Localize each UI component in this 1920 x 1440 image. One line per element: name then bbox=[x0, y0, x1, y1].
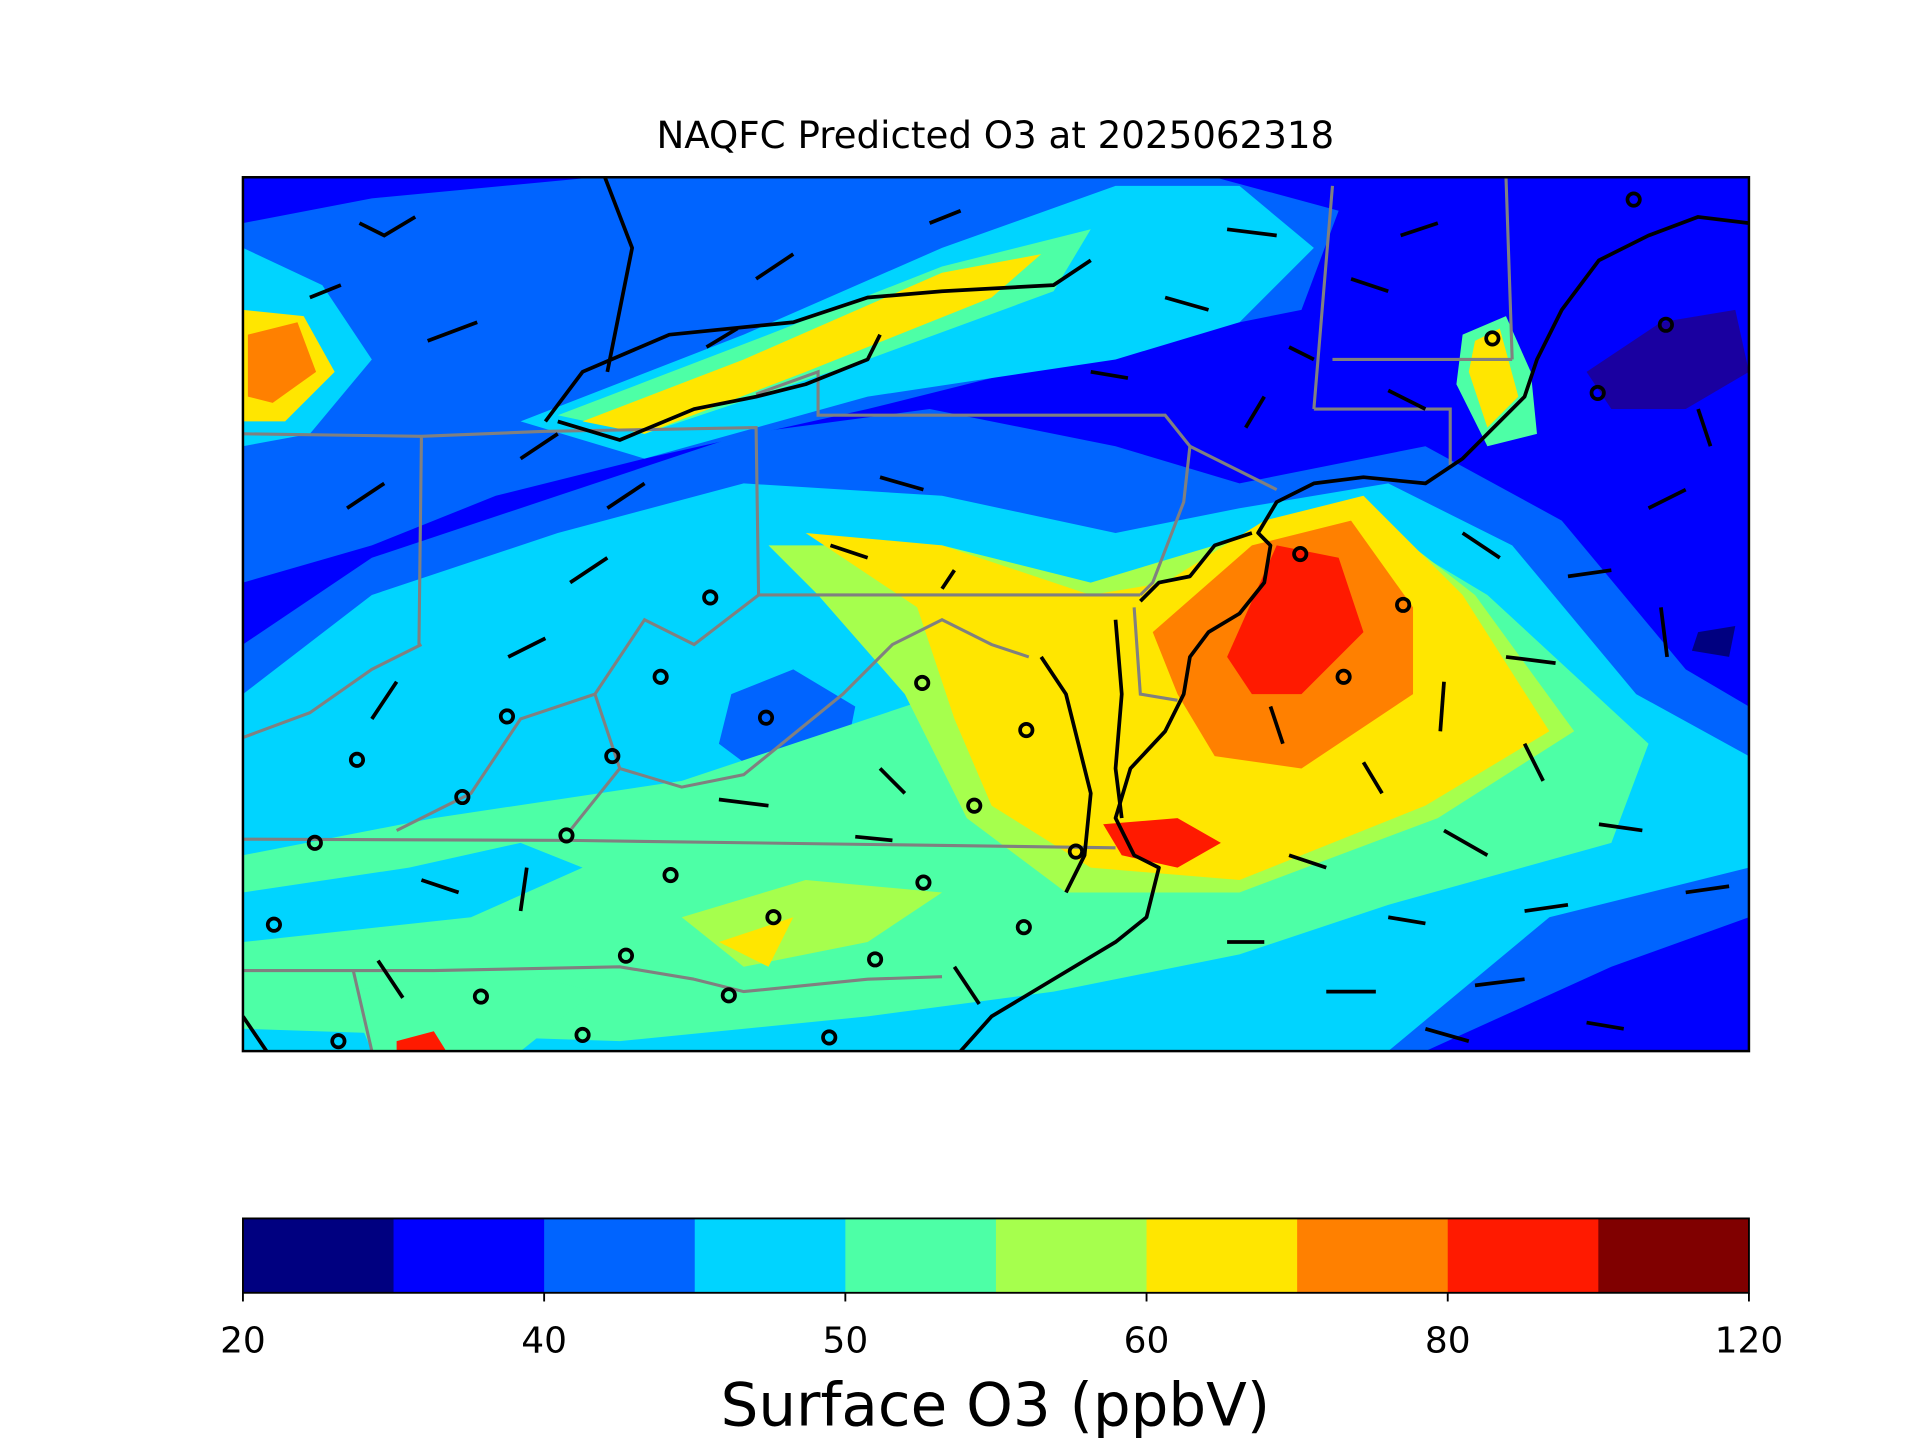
colorbar-segment bbox=[242, 1218, 395, 1293]
colorbar-segment bbox=[544, 1218, 696, 1293]
colorbar-segment bbox=[694, 1218, 846, 1293]
colorbar-segment bbox=[1598, 1218, 1750, 1293]
colorbar-frame bbox=[242, 1217, 1750, 1294]
map-title: NAQFC Predicted O3 at 2025062318 bbox=[656, 113, 1334, 157]
map-frame bbox=[241, 176, 1751, 1053]
colorbar-segment bbox=[1146, 1218, 1298, 1293]
colorbar-tick-label: 50 bbox=[822, 1320, 868, 1361]
colorbar-label: Surface O3 (ppbV) bbox=[721, 1371, 1270, 1440]
colorbar-segment bbox=[995, 1218, 1148, 1293]
colorbar-tick-label: 40 bbox=[521, 1320, 567, 1361]
canvas: NAQFC Predicted O3 at 2025062318 bbox=[220, 113, 1783, 1440]
colorbar-tick-label: 60 bbox=[1124, 1320, 1170, 1361]
colorbar: 20 40 50 60 80 120 bbox=[220, 1217, 1784, 1361]
colorbar-segment bbox=[393, 1218, 545, 1293]
colorbar-tick-label: 120 bbox=[1715, 1320, 1784, 1361]
colorbar-segment bbox=[1297, 1218, 1449, 1293]
ozone-field bbox=[242, 177, 1749, 1052]
colorbar-segment bbox=[845, 1218, 997, 1293]
colorbar-tick-label: 20 bbox=[220, 1320, 266, 1361]
colorbar-tick-label: 80 bbox=[1425, 1320, 1471, 1361]
colorbar-segment bbox=[1447, 1218, 1599, 1293]
